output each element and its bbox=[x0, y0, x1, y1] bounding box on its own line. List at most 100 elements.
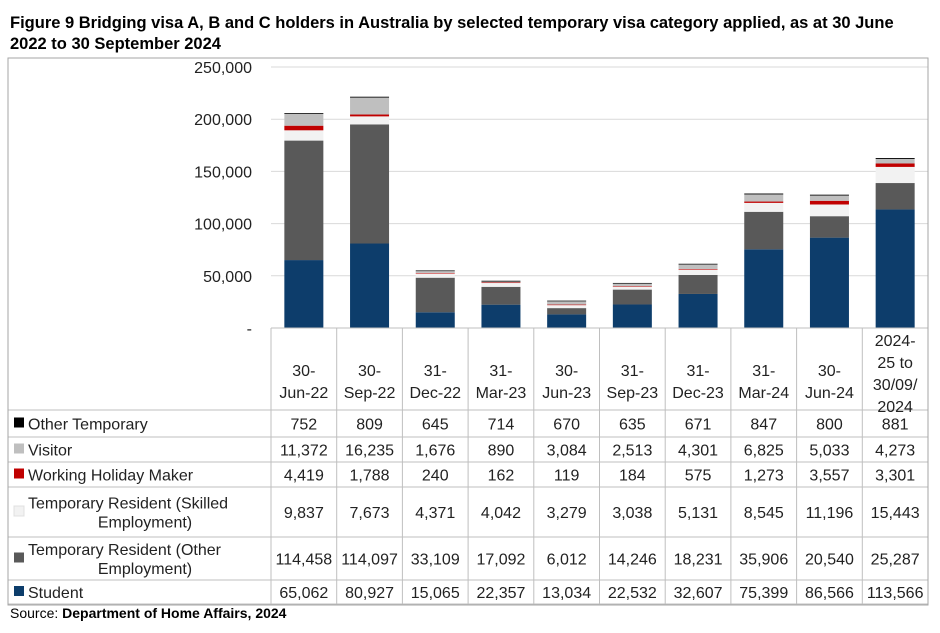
legend-label: Employment) bbox=[98, 515, 192, 532]
chart-title: Figure 9 Bridging visa A, B and C holder… bbox=[10, 14, 894, 53]
bar-segment bbox=[809, 194, 849, 196]
category-label: Dec-22 bbox=[409, 385, 461, 402]
category-label: Sep-23 bbox=[607, 385, 659, 402]
table-cell-value: 1,676 bbox=[415, 443, 455, 460]
table-cell-value: 114,458 bbox=[276, 552, 333, 569]
table-cell-value: 3,301 bbox=[875, 468, 915, 485]
bar-segment bbox=[350, 96, 390, 98]
category-label: Dec-23 bbox=[672, 385, 724, 402]
table-cell-value: 13,034 bbox=[542, 585, 591, 602]
bar-segment bbox=[415, 270, 455, 272]
bar-segment bbox=[744, 201, 784, 203]
bar-segment bbox=[415, 272, 455, 274]
bar-segment bbox=[875, 166, 915, 184]
category-label: 30- bbox=[292, 363, 315, 380]
bar-segment bbox=[481, 281, 521, 283]
table-cell-value: 113,566 bbox=[867, 585, 924, 602]
legend-label: Temporary Resident (Skilled bbox=[28, 496, 228, 513]
bar-segment bbox=[481, 286, 521, 305]
category-label: 31- bbox=[424, 363, 447, 380]
bar-segment bbox=[744, 249, 784, 328]
table-cell-value: 1,788 bbox=[350, 468, 390, 485]
table-cell-value: 645 bbox=[422, 417, 449, 434]
table-cell-value: 80,927 bbox=[345, 585, 394, 602]
bar-segment bbox=[678, 269, 718, 275]
bar-segment bbox=[284, 113, 324, 114]
chart-frame bbox=[7, 57, 929, 606]
table-cell-value: 18,231 bbox=[674, 552, 723, 569]
category-label: Jun-23 bbox=[542, 385, 591, 402]
category-label: 25 to bbox=[877, 355, 913, 372]
bar-segment bbox=[547, 301, 587, 305]
table-cell-value: 800 bbox=[816, 417, 843, 434]
y-axis: - 50,000 100,000 150,000 200,000 250,000 bbox=[194, 60, 252, 338]
table-cell-value: 575 bbox=[685, 468, 712, 485]
table-cell-value: 65,062 bbox=[279, 585, 328, 602]
data-table: 30- Jun-22 30- Sep-22 31- Dec-22 31- Mar-23 30- J… bbox=[8, 327, 929, 605]
legend-label: Student bbox=[28, 585, 84, 602]
table-cell-value: 714 bbox=[488, 417, 515, 434]
bar-segment bbox=[284, 125, 324, 131]
bar-segment bbox=[809, 195, 849, 201]
category-label: 30/09/ bbox=[873, 377, 918, 394]
bar-segment bbox=[415, 277, 455, 313]
table-cell-value: 4,273 bbox=[875, 443, 915, 460]
bar-segment bbox=[678, 293, 718, 328]
bar-segment bbox=[284, 130, 324, 141]
table-cell-value: 7,673 bbox=[350, 505, 390, 522]
table-cell-value: 752 bbox=[290, 417, 317, 434]
table-cell-value: 25,287 bbox=[871, 552, 920, 569]
bars bbox=[284, 96, 915, 328]
category-label: Sep-22 bbox=[344, 385, 396, 402]
table-cell-value: 32,607 bbox=[674, 585, 723, 602]
table-cell-value: 75,399 bbox=[739, 585, 788, 602]
table-cell-value: 22,357 bbox=[476, 585, 525, 602]
table-cell-value: 4,371 bbox=[415, 505, 455, 522]
table-cell-value: 3,084 bbox=[547, 443, 587, 460]
table-cell-value: 11,372 bbox=[280, 443, 328, 460]
legend-swatch bbox=[14, 417, 24, 428]
table-cell-value: 35,906 bbox=[739, 552, 788, 569]
bar-segment bbox=[809, 204, 849, 217]
table-cell-value: 11,196 bbox=[806, 505, 854, 522]
table-cell-value: 4,042 bbox=[481, 505, 521, 522]
bar-segment bbox=[350, 124, 390, 244]
bar-segment bbox=[547, 304, 587, 309]
table-cell-value: 8,545 bbox=[744, 505, 784, 522]
table-cell-value: 5,033 bbox=[809, 443, 849, 460]
bar-segment bbox=[481, 280, 521, 282]
bar-segment bbox=[875, 209, 915, 328]
source-label: Source: bbox=[10, 605, 59, 621]
table-cell-value: 162 bbox=[488, 468, 515, 485]
legend-label: Temporary Resident (Other bbox=[28, 542, 222, 559]
outer-border bbox=[7, 57, 929, 606]
table-cell-value: 6,012 bbox=[547, 552, 587, 569]
category-label: 30- bbox=[555, 363, 578, 380]
bar-segment bbox=[284, 113, 324, 126]
table-cell-value: 15,443 bbox=[871, 505, 920, 522]
bar-segment bbox=[547, 314, 587, 328]
table-cell-value: 890 bbox=[488, 443, 515, 460]
bar-segment bbox=[284, 140, 324, 261]
table-cell-value: 671 bbox=[685, 417, 712, 434]
bar-segment bbox=[481, 282, 521, 284]
table-cell-value: 4,419 bbox=[284, 468, 324, 485]
bar-segment bbox=[678, 268, 718, 270]
bar-segment bbox=[875, 163, 915, 167]
table-cell-value: 4,301 bbox=[678, 443, 718, 460]
bar-segment bbox=[415, 312, 455, 328]
legend-label: Other Temporary bbox=[28, 417, 148, 434]
table-cell-value: 240 bbox=[422, 468, 449, 485]
bar-segment bbox=[284, 260, 324, 328]
category-label: 2024- bbox=[875, 333, 916, 350]
bar-segment bbox=[744, 211, 784, 250]
bar-segment bbox=[875, 158, 915, 160]
bar-segment bbox=[415, 271, 455, 273]
table-cell-value: 847 bbox=[750, 417, 777, 434]
category-label: 30- bbox=[818, 363, 841, 380]
legend-label: Employment) bbox=[98, 561, 192, 578]
bar-segment bbox=[875, 183, 915, 210]
y-tick-label: 200,000 bbox=[194, 112, 252, 129]
y-tick-label: 100,000 bbox=[194, 217, 252, 234]
